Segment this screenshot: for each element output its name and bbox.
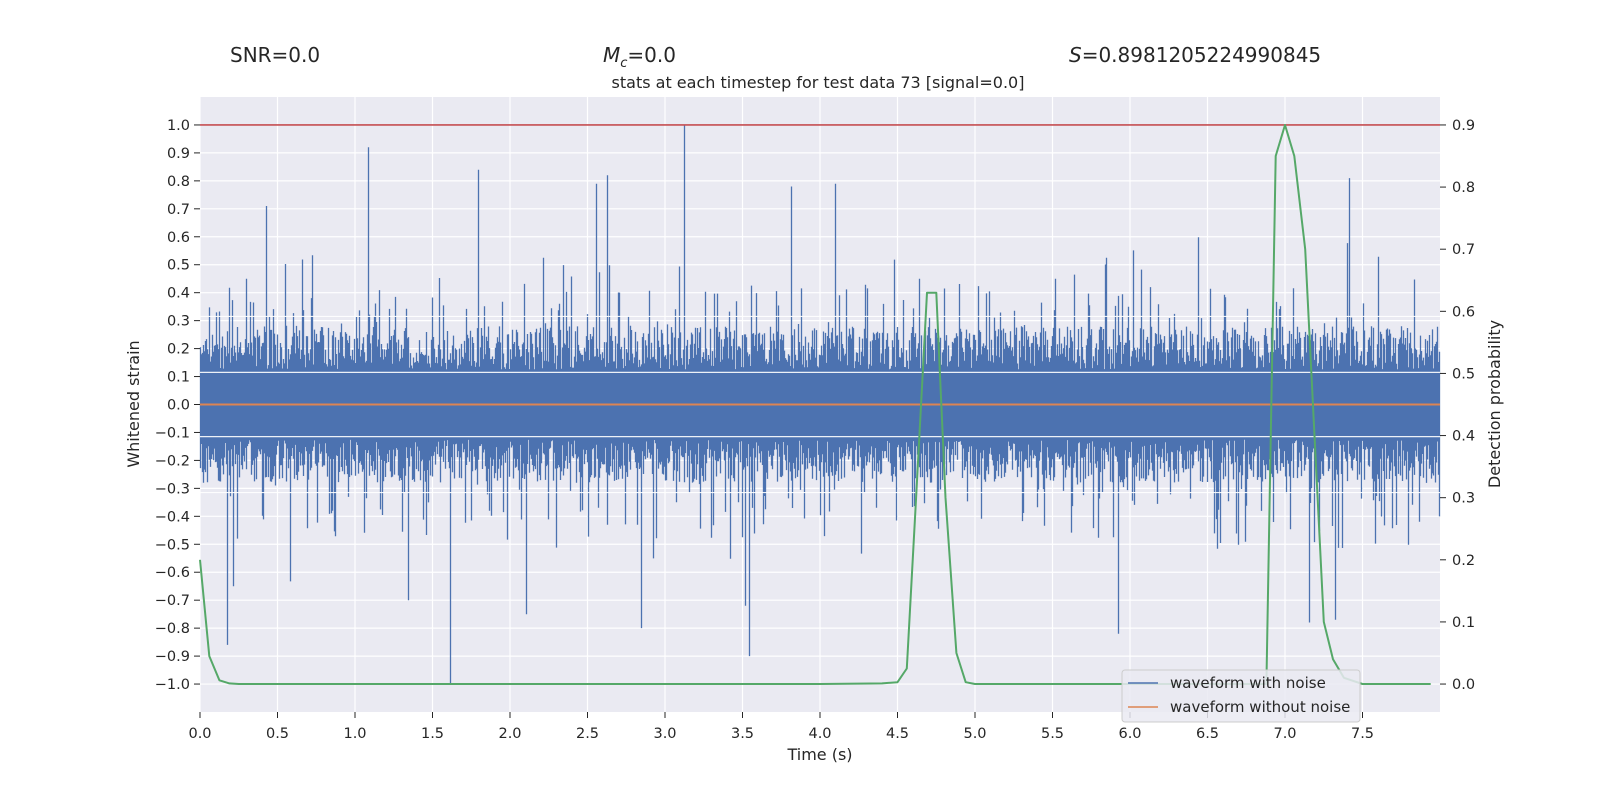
y-tick-label: 0.3 — [167, 314, 190, 330]
x-tick-label: 2.5 — [576, 726, 599, 742]
x-tick-label: 4.0 — [808, 726, 831, 742]
x-tick-label: 5.5 — [1041, 726, 1064, 742]
x-tick-label: 1.5 — [421, 726, 444, 742]
mc-symbol: M — [603, 43, 620, 67]
x-tick-label: 3.0 — [653, 726, 676, 742]
y-axis-label: Whitened strain — [124, 340, 143, 467]
y-tick-label: 0.0 — [167, 398, 190, 414]
y-tick-label: −0.6 — [155, 565, 190, 581]
x-tick-label: 7.0 — [1273, 726, 1296, 742]
y2-tick-label: 0.5 — [1452, 366, 1475, 382]
y-tick-label: 0.7 — [167, 202, 190, 218]
y2-tick-label: 0.4 — [1452, 429, 1475, 445]
mc-value: =0.0 — [627, 43, 676, 67]
s-value: =0.8981205224990845 — [1082, 43, 1321, 67]
y2-tick-label: 0.3 — [1452, 491, 1475, 507]
x-tick-label: 3.5 — [731, 726, 754, 742]
x-tick-label: 1.0 — [343, 726, 366, 742]
x-tick-label: 0.0 — [188, 726, 211, 742]
x-tick-label: 6.0 — [1118, 726, 1141, 742]
y-tick-label: −0.7 — [155, 593, 190, 609]
legend: waveform with noise waveform without noi… — [1121, 669, 1361, 723]
s-symbol: S — [1069, 43, 1082, 67]
y-tick-label: −0.1 — [155, 425, 190, 441]
x-tick-label: 2.0 — [498, 726, 521, 742]
y2-tick-label: 0.2 — [1452, 553, 1475, 569]
y-tick-label: 0.4 — [167, 286, 190, 302]
y-tick-label: −0.9 — [155, 649, 190, 665]
x-tick-label: 7.5 — [1351, 726, 1374, 742]
y-tick-label: −1.0 — [155, 677, 190, 693]
x-axis-label: Time (s) — [786, 745, 852, 764]
legend-box — [1121, 669, 1361, 723]
mc-subscript: c — [620, 56, 627, 71]
y2-axis-label: Detection probability — [1485, 320, 1504, 488]
legend-label-noise: waveform with noise — [1170, 674, 1326, 692]
y2-tick-label: 0.6 — [1452, 304, 1475, 320]
x-tick-label: 0.5 — [266, 726, 289, 742]
y-tick-label: 1.0 — [167, 118, 190, 134]
y2-tick-label: 0.8 — [1452, 180, 1475, 196]
x-tick-label: 4.5 — [886, 726, 909, 742]
y-tick-label: −0.4 — [155, 509, 190, 525]
y2-tick-label: 0.7 — [1452, 242, 1475, 258]
snr-stat: SNR=0.0 — [230, 43, 320, 67]
y-tick-label: 0.9 — [167, 146, 190, 162]
y-tick-label: 0.8 — [167, 174, 190, 190]
y-tick-label: 0.1 — [167, 370, 190, 386]
x-tick-label: 5.0 — [963, 726, 986, 742]
y2-axis-ticks: 0.9 0.8 0.7 0.6 0.5 0.4 0.3 0.2 0.1 0.0 — [1440, 118, 1475, 693]
y-tick-label: −0.2 — [155, 453, 190, 469]
y-axis-ticks: 1.0 0.9 0.8 0.7 0.6 0.5 0.4 0.3 0.2 0.1 0.0 −0.1 −0.… — [155, 118, 200, 693]
y-tick-label: 0.5 — [167, 258, 190, 274]
detection-probability-line — [199, 124, 1431, 685]
y-tick-label: −0.5 — [155, 537, 190, 553]
y-tick-label: −0.8 — [155, 621, 190, 637]
y2-tick-label: 0.0 — [1452, 677, 1475, 693]
legend-label-clean: waveform without noise — [1170, 698, 1350, 716]
y-tick-label: 0.6 — [167, 230, 190, 246]
x-tick-label: 6.5 — [1196, 726, 1219, 742]
line-series — [199, 124, 1440, 685]
chart-title: stats at each timestep for test data 73 … — [612, 73, 1025, 92]
y-tick-label: 0.2 — [167, 342, 190, 358]
chirp-mass-stat: Mc=0.0 — [603, 43, 676, 71]
score-stat: S=0.8981205224990845 — [1069, 43, 1321, 67]
x-axis-ticks: 0.0 0.5 1.0 1.5 2.0 2.5 3.0 3.5 4.0 4.5 5.0 5.5 6.0 6… — [188, 712, 1374, 742]
y2-tick-label: 0.1 — [1452, 615, 1475, 631]
y2-tick-label: 0.9 — [1452, 118, 1475, 134]
y-tick-label: −0.3 — [155, 481, 190, 497]
